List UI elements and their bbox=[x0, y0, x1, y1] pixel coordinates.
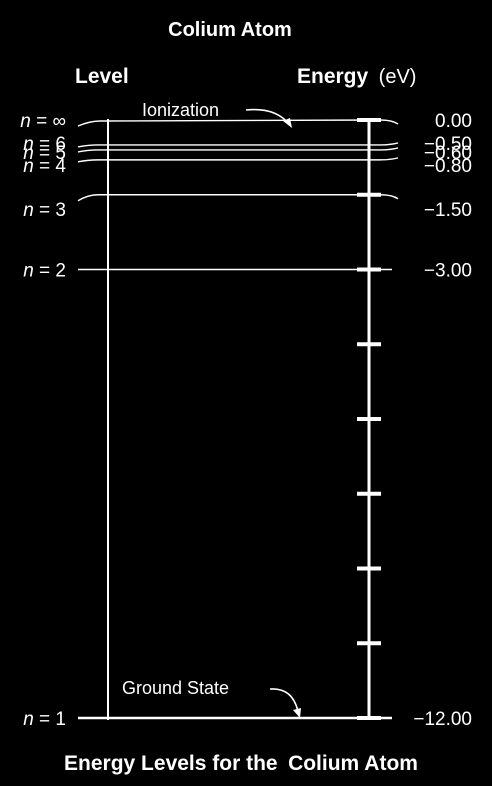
level-label-n-1: n = 1 bbox=[23, 709, 66, 730]
energy-label-n-6: −0.50 bbox=[424, 134, 472, 155]
caption-atom: Colium Atom bbox=[288, 752, 418, 775]
level-line-n-infinity bbox=[77, 119, 399, 127]
level-line-n-5 bbox=[77, 147, 399, 153]
level-symbol: n bbox=[20, 111, 31, 132]
energy-label-n-4: −0.80 bbox=[424, 156, 472, 177]
level-label-n-4: n = 4 bbox=[23, 156, 66, 177]
level-equals: = bbox=[34, 261, 56, 282]
level-label-n-5: n = 5 bbox=[23, 143, 66, 164]
level-value: 4 bbox=[55, 156, 66, 177]
level-value: 2 bbox=[55, 261, 66, 282]
diagram-title: Colium Atom bbox=[168, 19, 292, 41]
diagram-caption: Energy Levels for the Colium Atom bbox=[64, 752, 418, 775]
level-lines-group bbox=[77, 119, 399, 720]
level-line-n-4 bbox=[77, 157, 399, 163]
energy-label-n-infinity: 0.00 bbox=[435, 111, 472, 132]
level-symbol: n bbox=[23, 261, 34, 282]
level-symbol: n bbox=[23, 156, 34, 177]
energy-column-header: Energy (eV) bbox=[297, 65, 416, 88]
energy-labels-group: 0.00−0.50−0.60−0.80 −1.50 −3.00 −12.00 bbox=[413, 111, 472, 730]
level-line-n-6 bbox=[77, 142, 399, 148]
ground-state-arrowhead bbox=[293, 708, 301, 718]
energy-label-n-2: −3.00 bbox=[424, 261, 472, 282]
level-equals: = bbox=[34, 709, 56, 730]
energy-label-n-1: −12.00 bbox=[413, 709, 472, 730]
level-value: 1 bbox=[55, 709, 66, 730]
ionization-arrow bbox=[245, 108, 290, 125]
level-equals: = bbox=[34, 134, 56, 155]
energy-header-label: Energy bbox=[297, 65, 369, 88]
level-equals: = bbox=[31, 111, 53, 132]
level-value: ∞ bbox=[52, 111, 66, 132]
level-symbol: n bbox=[23, 200, 34, 221]
level-symbol: n bbox=[23, 709, 34, 730]
level-symbol: n bbox=[23, 134, 34, 155]
level-label-n-infinity: n = ∞ bbox=[20, 111, 66, 132]
level-symbol: n bbox=[23, 143, 34, 164]
level-label-n-2: n = 2 bbox=[23, 261, 66, 282]
ionization-label: Ionization bbox=[142, 100, 219, 120]
energy-label-n-5: −0.60 bbox=[424, 143, 472, 164]
level-equals: = bbox=[34, 200, 56, 221]
ionization-arrowhead bbox=[283, 118, 292, 128]
level-equals: = bbox=[34, 143, 56, 164]
ground-state-arrow bbox=[269, 688, 299, 712]
level-label-n-6: n = 6 bbox=[23, 134, 66, 155]
level-column-header: Level bbox=[75, 65, 129, 88]
level-label-n-3: n = 3 bbox=[23, 200, 66, 221]
level-labels-group: n = ∞n = 6n = 5n = 4n = 3n = 2n = 1 bbox=[20, 111, 66, 730]
ground-state-label: Ground State bbox=[122, 678, 229, 698]
level-value: 3 bbox=[55, 200, 66, 221]
level-equals: = bbox=[34, 156, 56, 177]
energy-header-unit: (eV) bbox=[379, 66, 417, 88]
level-value: 5 bbox=[55, 143, 66, 164]
caption-prefix: Energy Levels for the bbox=[64, 752, 278, 775]
energy-label-n-3: −1.50 bbox=[424, 200, 472, 221]
level-line-n-3 bbox=[77, 194, 399, 202]
energy-ticks-group bbox=[357, 118, 381, 720]
level-value: 6 bbox=[55, 134, 66, 155]
